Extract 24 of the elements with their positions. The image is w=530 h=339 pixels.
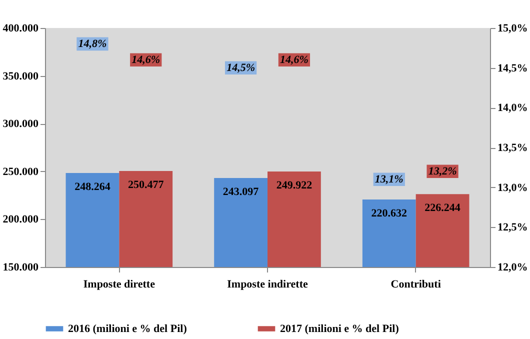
data-label: 226.244	[424, 202, 461, 214]
data-label: 248.264	[74, 181, 111, 194]
x-tick-label: Imposte indirette	[227, 278, 308, 290]
y-tick-label: 150.000	[2, 262, 39, 274]
y2-tick-label: 13,0%	[498, 182, 528, 194]
y2-tick-label: 15,0%	[498, 22, 528, 34]
data-label: 250.477	[128, 178, 164, 191]
y2-tick-label: 12,0%	[498, 262, 528, 274]
x-tick-label: Imposte dirette	[83, 278, 156, 290]
data-label: 249.922	[276, 179, 313, 192]
legend-label: 2017 (milioni e % del Pil)	[280, 322, 400, 335]
data-label: 220.632	[371, 207, 408, 220]
y-tick-label: 400.000	[2, 22, 39, 34]
y2-tick-label: 13,5%	[498, 142, 528, 154]
y-tick-label: 250.000	[2, 166, 39, 178]
y-tick-label: 300.000	[2, 118, 39, 130]
x-tick-label: Contributi	[390, 278, 441, 290]
y2-tick-label: 14,5%	[498, 62, 528, 74]
data-label: 243.097	[222, 186, 260, 198]
legend-label: 2016 (milioni e % del Pil)	[68, 322, 188, 335]
y2-tick-label: 14,0%	[498, 102, 528, 114]
y-tick-label: 350.000	[2, 70, 39, 82]
y-tick-label: 200.000	[2, 214, 39, 226]
y2-tick-label: 12,5%	[498, 222, 528, 234]
